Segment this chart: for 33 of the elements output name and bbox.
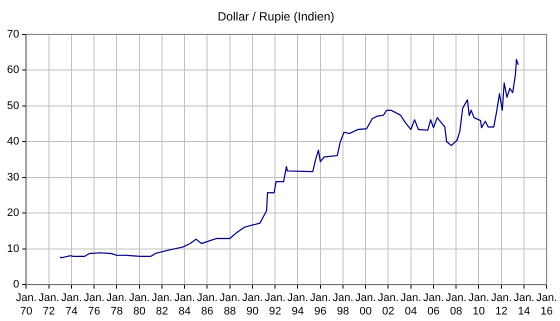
y-tick-label: 40 xyxy=(6,136,20,148)
x-tick-label: Jan. 84 xyxy=(174,292,195,318)
x-tick-label: Jan. 86 xyxy=(196,292,218,318)
chart-title: Dollar / Rupie (Indien) xyxy=(218,10,334,24)
x-tick-label: Jan. 88 xyxy=(219,292,240,318)
x-tick-label: Jan. 10 xyxy=(468,292,490,318)
y-tick-label: 20 xyxy=(6,207,20,220)
y-tick-label: 50 xyxy=(6,100,20,112)
x-tick-label: Jan. 16 xyxy=(536,292,558,318)
y-tick-label: 0 xyxy=(13,278,20,291)
x-tick-label: Jan. 90 xyxy=(242,292,263,318)
x-tick-label: Jan. 74 xyxy=(61,292,82,318)
x-tick-label: Jan. 06 xyxy=(423,292,444,318)
x-tick-label: Jan. 72 xyxy=(38,292,60,318)
x-tick-label: Jan. 70 xyxy=(16,292,37,318)
x-tick-label: Jan. 02 xyxy=(378,292,399,318)
x-tick-label: Jan. 76 xyxy=(84,292,104,318)
x-tick-label: Jan. 98 xyxy=(332,292,354,318)
x-tick-label: Jan. 80 xyxy=(128,292,150,318)
x-tick-label: Jan. 00 xyxy=(355,292,376,318)
x-tick-label: Jan. 08 xyxy=(446,292,466,318)
x-tick-label: Jan. 12 xyxy=(490,292,512,318)
x-tick-label: Jan. 96 xyxy=(310,292,331,318)
y-tick-label: 10 xyxy=(6,242,20,255)
y-tick-label: 30 xyxy=(6,171,20,184)
y-tick-label: 70 xyxy=(6,28,20,40)
x-tick-label: Jan. 82 xyxy=(152,292,172,318)
y-tick-label: 60 xyxy=(6,64,20,76)
x-tick-label: Jan. 04 xyxy=(400,292,422,318)
x-tick-label: Jan. 78 xyxy=(106,292,128,318)
x-tick-label: Jan. 92 xyxy=(264,292,286,318)
x-tick-label: Jan. 94 xyxy=(287,292,308,318)
x-tick-label: Jan. 14 xyxy=(514,292,534,318)
